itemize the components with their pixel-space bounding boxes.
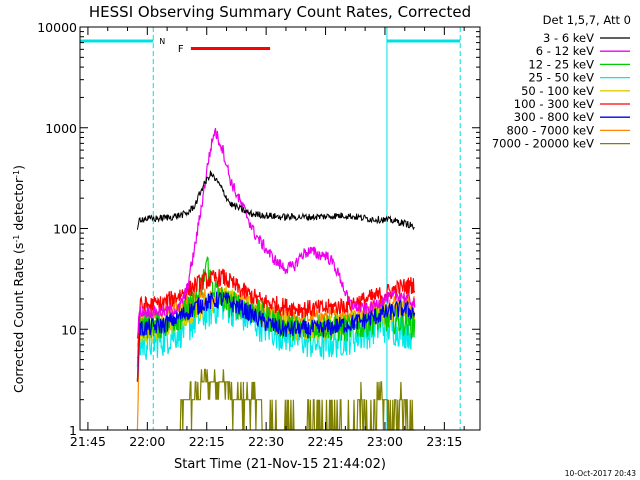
x-axis-label: Start Time (21-Nov-15 21:44:02) [174, 457, 386, 472]
legend-entry-label: 800 - 7000 keV [506, 123, 594, 137]
x-tick-label: 22:00 [129, 434, 165, 449]
flare-flag-label: F [178, 44, 184, 55]
y-tick-label: 10000 [37, 20, 77, 35]
x-tick-label: 23:15 [426, 434, 462, 449]
legend-entry-label: 7000 - 20000 keV [492, 137, 594, 151]
y-tick-label: 1000 [45, 121, 77, 136]
x-tick-label: 22:30 [248, 434, 284, 449]
plot-frame [79, 26, 481, 431]
x-tick-label: 22:45 [308, 434, 344, 449]
footer-date: 10-Oct-2017 20:43 [565, 469, 636, 478]
night-flag-label: N [159, 37, 165, 46]
series-line-8 [179, 368, 415, 431]
x-tick-label: 22:15 [189, 434, 225, 449]
y-axis-label: Corrected Count Rate (s-1 detector-1) [11, 165, 26, 393]
y-tick-label: 1 [69, 423, 77, 438]
chart-title: HESSI Observing Summary Count Rates, Cor… [89, 3, 471, 21]
legend-entry-label: 25 - 50 keV [528, 71, 594, 85]
x-tick-label: 21:45 [70, 434, 106, 449]
legend-entry-label: 50 - 100 keV [521, 84, 594, 98]
series-line-0 [136, 170, 415, 231]
legend-entry-label: 100 - 300 keV [514, 97, 594, 111]
legend-header: Det 1,5,7, Att 0 [543, 13, 631, 27]
legend-entry-label: 300 - 800 keV [514, 110, 594, 124]
y-tick-label: 100 [53, 222, 77, 237]
legend-entry-label: 3 - 6 keV [543, 31, 594, 45]
legend-entry-label: 6 - 12 keV [536, 44, 594, 58]
y-tick-label: 10 [61, 322, 77, 337]
series-line-5 [136, 268, 416, 382]
legend-entry-label: 12 - 25 keV [528, 57, 594, 71]
series-line-1 [136, 128, 416, 339]
plot-area: NF [80, 27, 461, 431]
x-tick-label: 23:00 [367, 434, 403, 449]
axes: 1 10 100 1000 10000 21:45 22:00 22:15 22:30 22:45… [37, 20, 481, 449]
